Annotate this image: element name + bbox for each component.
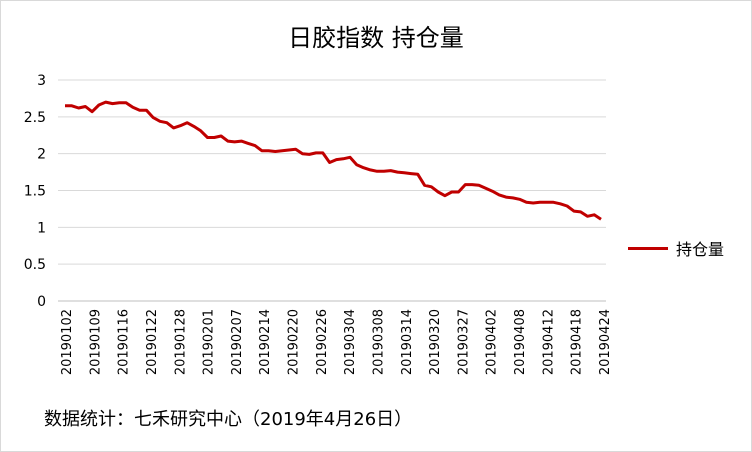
x-tick-label: 20190226 [315,309,330,375]
y-tick-label: 2.5 [24,110,46,126]
y-tick-label: 3 [37,73,46,89]
x-tick-label: 20190201 [202,309,217,375]
series-line-open-interest [65,100,602,221]
y-tick-label: 1.5 [24,184,46,200]
y-tick-label: 0 [37,294,46,310]
x-tick-label: 20190314 [400,309,415,375]
source-note: 数据统计：七禾研究中心（2019年4月26日） [44,409,413,430]
x-tick-label: 20190220 [287,309,302,375]
x-tick-label: 20190102 [60,309,75,375]
x-tick-label: 20190109 [88,309,103,375]
x-tick-label: 20190424 [598,309,613,375]
x-tick-label: 20190116 [117,309,132,375]
x-tick-label: 20190412 [541,309,556,375]
y-tick-label: 1 [37,220,46,236]
y-tick-label: 2 [37,147,46,163]
x-tick-label: 20190408 [513,309,528,375]
legend-label: 持仓量 [676,240,725,259]
legend: 持仓量 [628,236,724,260]
x-tick-label: 20190320 [428,309,443,375]
x-tick-label: 20190214 [258,309,273,375]
x-axis: 20190102 20190109 20190116 20190122 20190128… [60,309,613,375]
y-tick-label: 0.5 [24,257,46,273]
x-tick-label: 20190327 [456,309,471,375]
x-tick-label: 20190122 [145,309,160,375]
x-tick-label: 20190308 [371,309,386,375]
x-tick-label: 20190402 [485,309,500,375]
x-tick-label: 20190207 [230,309,245,375]
x-tick-label: 20190418 [570,309,585,375]
x-tick-label: 20190304 [343,309,358,375]
y-axis: 0 0.5 1 1.5 2 2.5 3 [24,73,606,310]
legend-swatch [628,246,668,250]
x-tick-label: 20190128 [173,309,188,375]
chart-title: 日胶指数 持仓量 [288,24,464,52]
